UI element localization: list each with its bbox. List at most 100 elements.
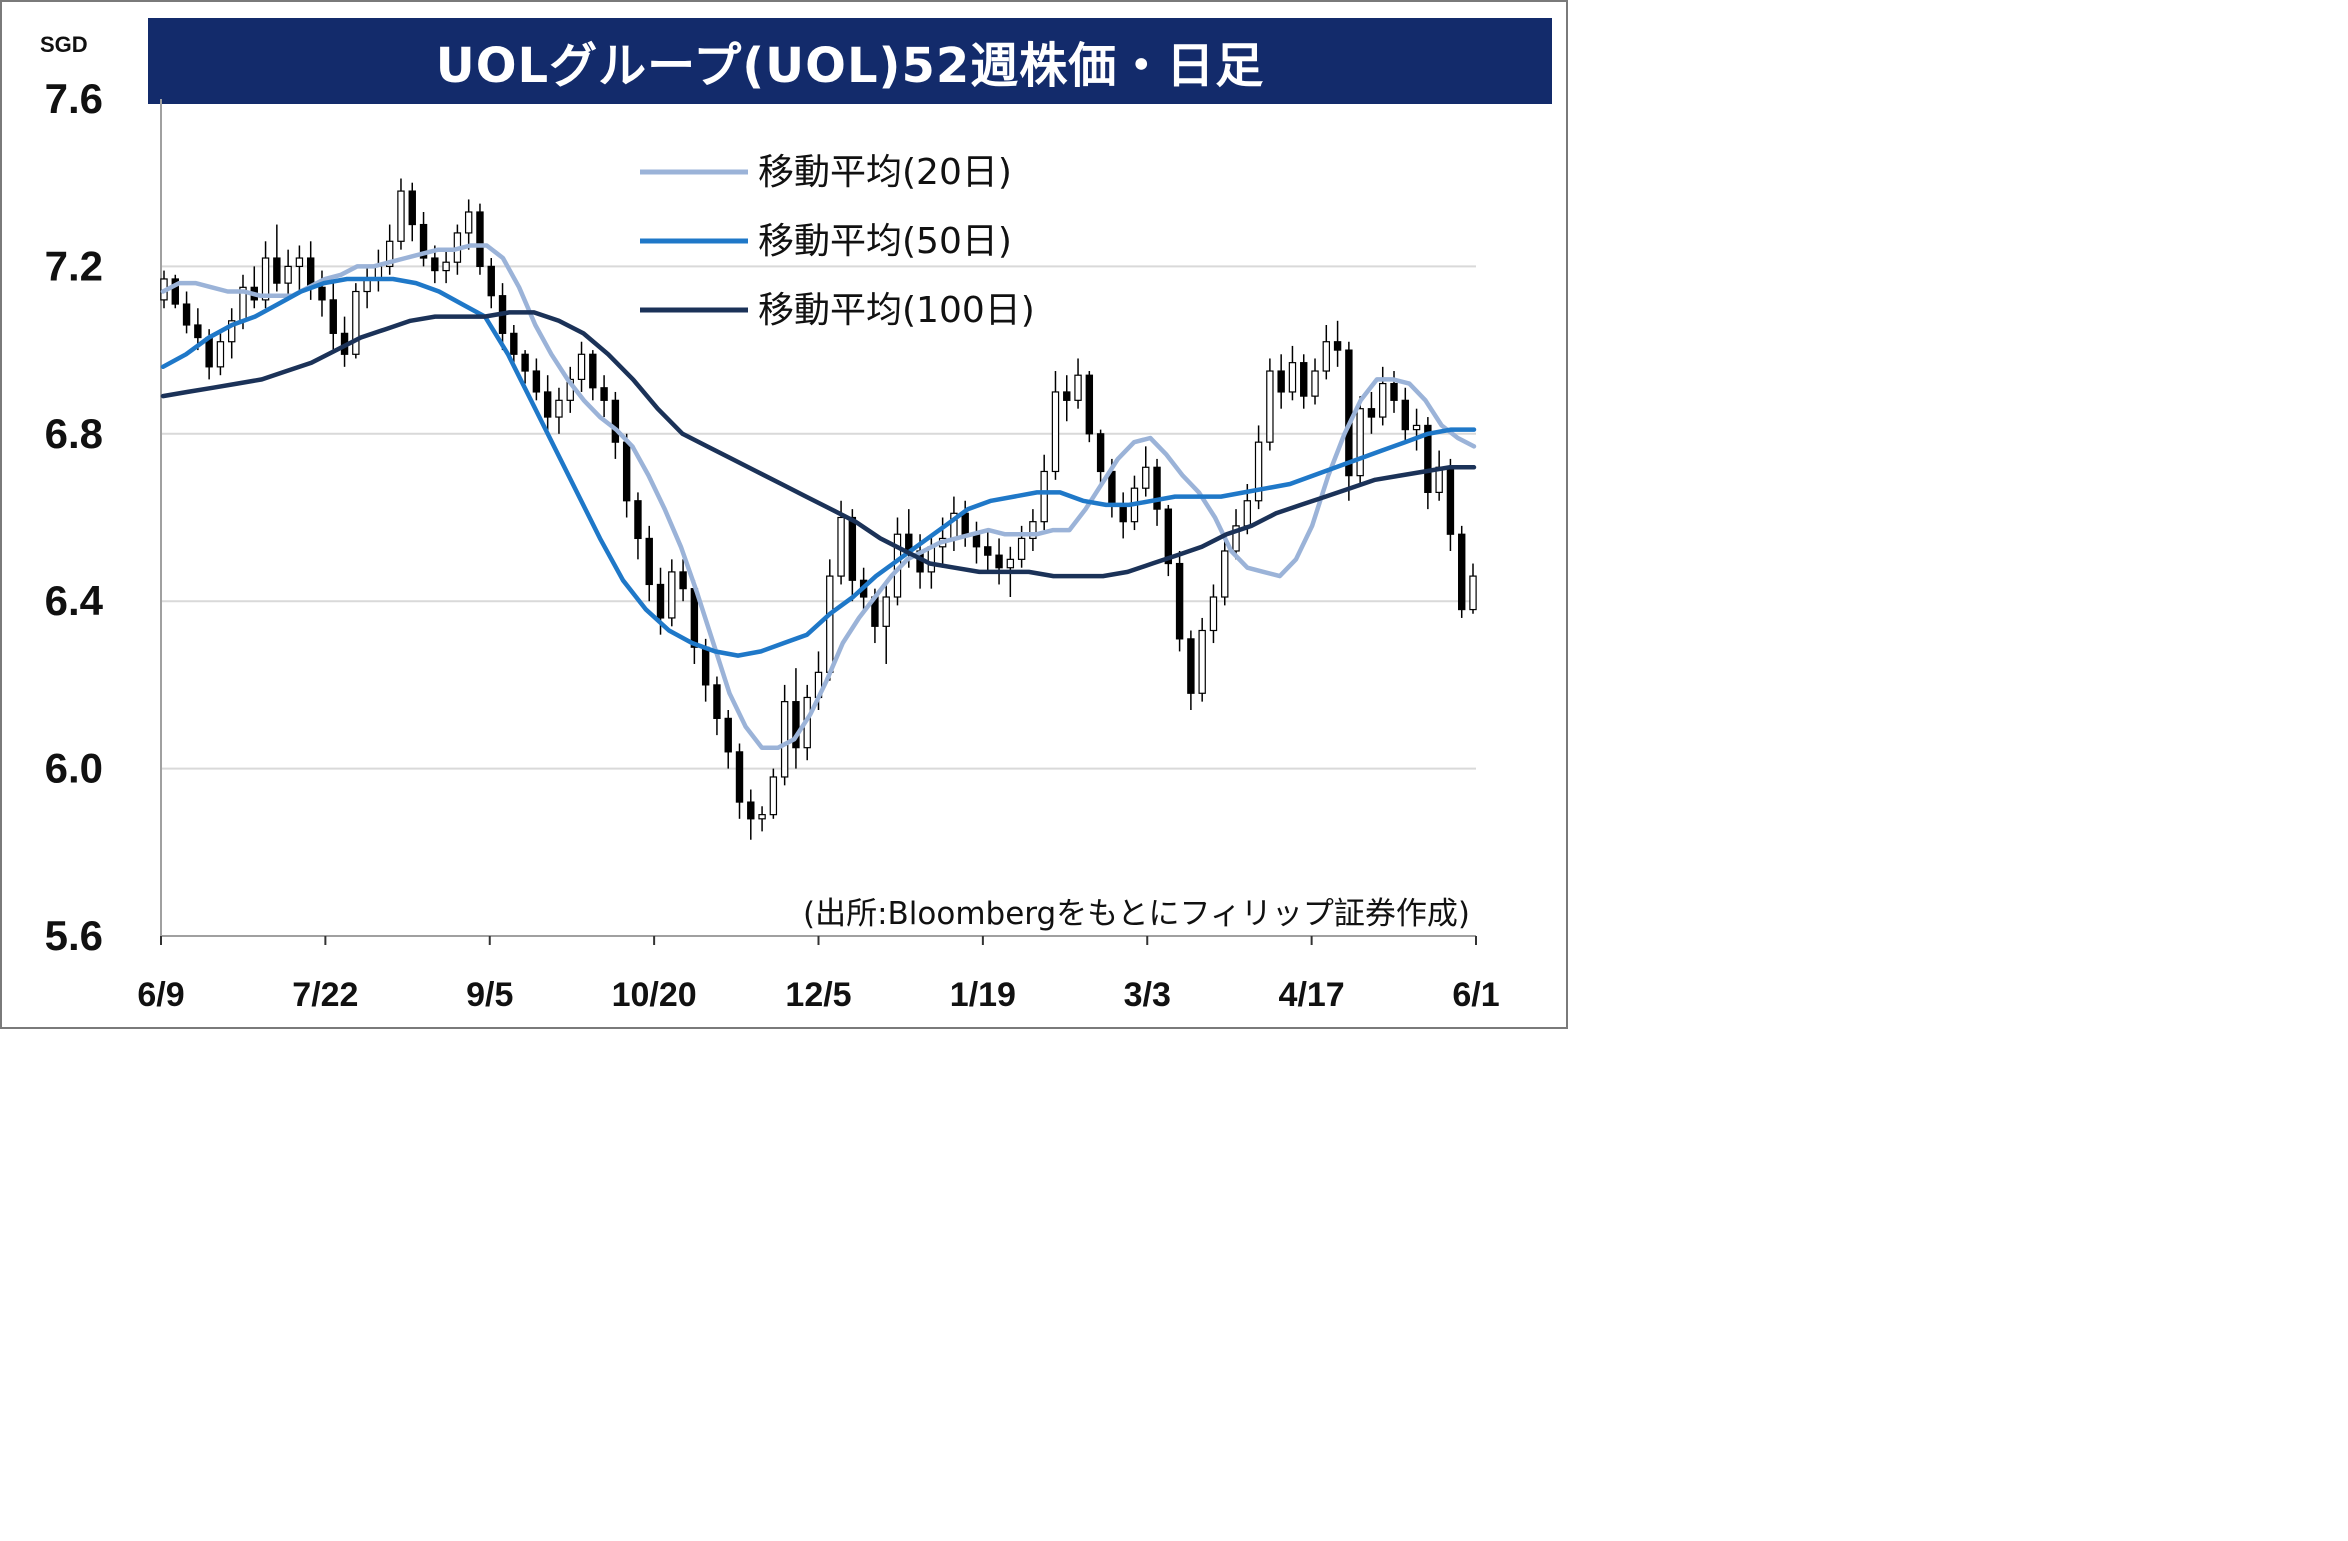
candle-up: [1322, 341, 1331, 372]
legend-label-ma100: 移動平均(100日): [758, 290, 1035, 331]
candle-down: [1108, 470, 1116, 506]
candle-up: [284, 265, 292, 284]
candle-up: [464, 211, 473, 234]
y-tick-labels: 7.6 7.2 6.8 6.4 6.0 5.6: [45, 75, 104, 959]
candle-down: [1345, 349, 1353, 477]
ma100-line: [160, 310, 1477, 579]
candle-up: [882, 596, 890, 627]
candle-down: [1187, 638, 1195, 694]
candle-up: [1017, 537, 1026, 560]
candle-down: [634, 500, 642, 540]
ma50-line: [160, 276, 1477, 658]
y-tick-label: 7.2: [45, 242, 103, 289]
candle-up: [1142, 466, 1150, 489]
moving-average-lines: [160, 243, 1477, 750]
candle-down: [792, 701, 800, 749]
candle-up: [397, 190, 405, 242]
y-tick-label: 7.6: [45, 75, 103, 122]
axes: [160, 99, 1477, 945]
candle-up: [295, 257, 304, 267]
candle-down: [1063, 391, 1071, 401]
candle-down: [1175, 562, 1184, 640]
candle-down: [961, 512, 969, 535]
candle-down: [679, 571, 687, 590]
candle-up: [228, 320, 236, 343]
candle-up: [826, 575, 834, 673]
candle-up: [1412, 424, 1421, 431]
candle-down: [1424, 424, 1432, 493]
candle-down: [1367, 408, 1376, 418]
candle-down: [532, 370, 541, 393]
candle-up: [758, 814, 766, 820]
candle-up: [1209, 596, 1218, 632]
candle-up: [1074, 374, 1082, 401]
x-tick-label: 3/3: [1124, 976, 1171, 1014]
ma20-line: [160, 243, 1477, 750]
candle-down: [182, 303, 191, 326]
candle-down: [171, 278, 179, 305]
candle-up: [1232, 525, 1240, 552]
candle-down: [1300, 362, 1308, 397]
candle-down: [995, 554, 1003, 569]
x-tick-label: 9/5: [466, 976, 513, 1014]
candle-down: [622, 441, 631, 502]
candle-up: [1040, 470, 1048, 523]
candle-up: [1029, 521, 1037, 540]
legend-label-ma20: 移動平均(20日): [758, 152, 1012, 193]
legend: 移動平均(20日) 移動平均(50日) 移動平均(100日): [640, 152, 1035, 331]
candle-up: [555, 399, 563, 418]
candle-down: [972, 533, 981, 548]
x-tick-label: 4/17: [1279, 976, 1345, 1014]
candle-down: [724, 717, 732, 753]
candle-up: [261, 257, 270, 301]
candle-up: [1266, 370, 1274, 443]
candle-down: [329, 299, 337, 334]
candle-down: [318, 286, 326, 301]
candle-down: [1119, 504, 1127, 523]
candle-up: [780, 701, 789, 778]
source-note: (出所:Bloombergをもとにフィリップ証券作成): [803, 896, 1470, 932]
candle-down: [1390, 382, 1398, 401]
candle-down: [713, 684, 721, 719]
candle-up: [1469, 575, 1477, 611]
candle-down: [543, 391, 552, 418]
candle-down: [419, 223, 428, 259]
y-tick-label: 6.4: [45, 577, 104, 624]
y-tick-label: 6.0: [45, 745, 103, 792]
candle-up: [577, 353, 586, 380]
candle-down: [521, 353, 529, 372]
candle-down: [735, 751, 744, 803]
legend-label-ma50: 移動平均(50日): [758, 221, 1012, 262]
candle-down: [487, 265, 495, 297]
candle-up: [216, 341, 225, 368]
candle-down: [1153, 466, 1161, 510]
candle-up: [837, 516, 845, 577]
candle-down: [510, 332, 518, 355]
candle-down: [431, 257, 439, 272]
candle-down: [408, 190, 416, 226]
candle-up: [1006, 558, 1015, 569]
candles: [160, 178, 1477, 840]
candle-up: [1379, 382, 1387, 418]
candle-down: [984, 546, 992, 556]
candle-down: [1333, 341, 1342, 351]
candle-down: [701, 646, 710, 686]
candle-up: [668, 571, 676, 619]
candle-down: [611, 399, 620, 443]
candle-down: [1085, 374, 1094, 435]
candle-down: [476, 211, 484, 267]
candle-up: [1198, 629, 1206, 694]
candle-down: [1446, 466, 1455, 535]
candle-up: [1288, 362, 1297, 393]
x-tick-label: 6/9: [137, 976, 184, 1014]
candle-up: [352, 290, 360, 355]
chart-frame: [0, 0, 1568, 1029]
x-tick-labels: 6/9 7/22 9/5 10/20 12/5 1/19 3/3 4/17 6/1: [137, 976, 1499, 1014]
candle-up: [1051, 391, 1060, 473]
candle-down: [600, 387, 608, 401]
candle-down: [1277, 370, 1285, 393]
candle-down: [747, 801, 755, 820]
chart-title: UOLグループ(UOL)52週株価・日足: [148, 18, 1552, 104]
candle-up: [442, 261, 450, 272]
candle-up: [1311, 370, 1319, 397]
